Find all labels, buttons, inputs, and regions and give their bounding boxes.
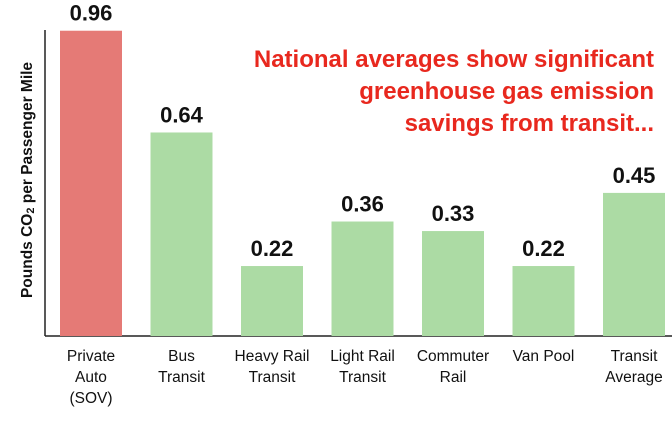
annotation-line-3: savings from transit... — [404, 110, 654, 137]
x-tick-label-line: Transit — [158, 369, 205, 386]
y-axis-label: Pounds CO2 per Passenger Mile — [19, 61, 37, 299]
x-tick-label-line: Rail — [439, 369, 467, 386]
x-tick-label-line: Van Pool — [512, 348, 575, 365]
value-label-3: 0.36 — [341, 192, 384, 217]
bar-4 — [422, 231, 484, 336]
x-tick-label-4: Commuter Rail — [405, 346, 501, 388]
x-tick-label-line: Transit — [248, 369, 296, 386]
annotation-callout: National averages show significant green… — [254, 44, 654, 140]
bar-1 — [150, 132, 213, 336]
annotation-line-1: National averages show significant — [253, 46, 654, 73]
x-tick-label-line: Commuter — [416, 348, 490, 365]
x-tick-label-line: Transit — [339, 369, 386, 386]
x-tick-label-line: Private — [66, 348, 116, 365]
x-tick-label-line: Auto — [75, 369, 107, 386]
value-label-5: 0.22 — [522, 236, 565, 261]
value-label-6: 0.45 — [613, 163, 656, 188]
x-tick-label-line: Bus — [168, 348, 195, 365]
value-label-1: 0.64 — [160, 102, 204, 127]
bar-0 — [60, 30, 122, 336]
value-label-4: 0.33 — [432, 201, 475, 226]
x-tick-label-line: Average — [605, 369, 663, 386]
x-tick-label-3: Light Rail Transit — [315, 346, 411, 388]
bar-3 — [331, 221, 394, 336]
x-tick-label-5: Van Pool — [496, 346, 592, 367]
x-tick-label-6: Transit Average — [586, 346, 672, 388]
x-tick-label-0: Private Auto (SOV) — [43, 346, 139, 409]
x-tick-label-1: Bus Transit — [134, 346, 230, 388]
value-label-2: 0.22 — [251, 236, 294, 261]
x-axis-labels: Private Auto (SOV) Bus Transit Heavy Rail Tran… — [0, 346, 672, 426]
x-tick-label-line: (SOV) — [69, 390, 113, 407]
bar-6 — [603, 192, 665, 336]
bar-2 — [241, 266, 303, 336]
value-label-0: 0.96 — [70, 1, 113, 26]
x-tick-label-line: Transit — [610, 348, 658, 365]
annotation-line-2: greenhouse gas emission — [359, 78, 654, 105]
x-tick-label-2: Heavy Rail Transit — [224, 346, 320, 388]
x-tick-label-line: Light Rail — [330, 348, 395, 365]
bar-5 — [512, 266, 575, 336]
x-tick-label-line: Heavy Rail — [234, 348, 310, 365]
